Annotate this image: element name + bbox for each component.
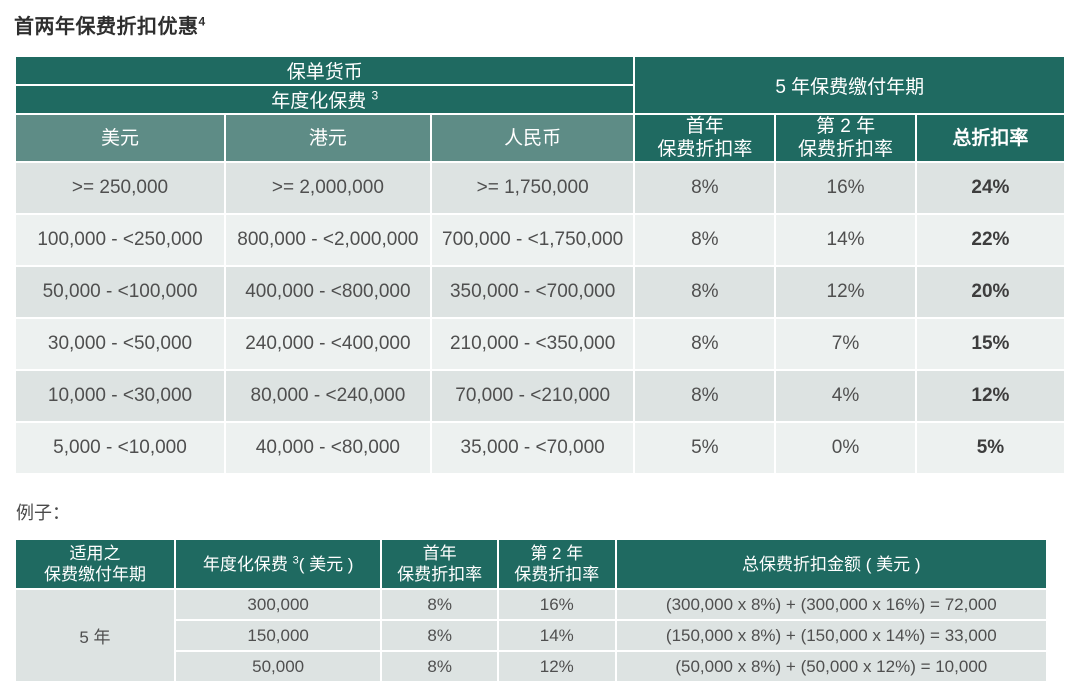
cell-rmb-range: 700,000 - <1,750,000: [429, 213, 636, 268]
table-row: >= 250,000 >= 2,000,000 >= 1,750,000 8% …: [14, 161, 1067, 216]
cell-premium: 300,000: [173, 588, 383, 622]
cell-first-year-rate: 8%: [633, 213, 777, 268]
first-year-line2: 保费折扣率: [657, 139, 753, 161]
cell-hkd-range: >= 2,000,000: [224, 161, 432, 216]
header-cell-annualized-premium: 年度化保费 3: [13, 84, 636, 115]
table-row: 10,000 - <30,000 80,000 - <240,000 70,00…: [14, 369, 1067, 424]
premium-header-footnote-sup: 3: [292, 554, 299, 567]
header-cell-second-year-rate: 第 2 年 保费折扣率: [496, 538, 617, 591]
cell-first-year-rate: 8%: [380, 619, 499, 653]
annualized-premium-footnote-sup: 3: [371, 88, 379, 103]
first-year-line1: 首年: [422, 544, 457, 564]
second-year-line2: 保费折扣率: [798, 139, 894, 161]
header-cell-rmb: 人民币: [429, 112, 636, 164]
cell-second-year-rate: 16%: [774, 161, 917, 216]
cell-hkd-range: 40,000 - <80,000: [224, 421, 432, 476]
cell-rmb-range: 210,000 - <350,000: [429, 317, 636, 372]
header-cell-total-amount: 总保费折扣金额 ( 美元 ): [614, 538, 1049, 591]
cell-premium: 50,000: [173, 650, 383, 683]
term-header-line1: 适用之: [69, 544, 121, 564]
cell-usd-range: 5,000 - <10,000: [14, 421, 226, 476]
cell-total-rate: 20%: [914, 265, 1067, 320]
cell-second-year-rate: 12%: [496, 650, 617, 683]
cell-second-year-rate: 12%: [774, 265, 917, 320]
cell-first-year-rate: 8%: [633, 161, 777, 216]
cell-rmb-range: 35,000 - <70,000: [429, 421, 636, 476]
cell-first-year-rate: 8%: [633, 265, 777, 320]
title-footnote-sup: 4: [198, 14, 206, 29]
premium-discount-table: 保单货币 5 年保费缴付年期 年度化保费 3 美元 港元 人民币 首年 保费折扣…: [13, 55, 1067, 476]
cell-rmb-range: 350,000 - <700,000: [429, 265, 636, 320]
term-header-line2: 保费缴付年期: [43, 565, 146, 585]
cell-usd-range: 30,000 - <50,000: [14, 317, 226, 372]
cell-total-rate: 24%: [914, 161, 1067, 216]
header-cell-annualized-premium: 年度化保费 3( 美元 ): [173, 538, 383, 591]
cell-discount-formula: (150,000 x 8%) + (150,000 x 14%) = 33,00…: [614, 619, 1049, 653]
first-year-line2: 保费折扣率: [397, 565, 483, 585]
table-row: 150,000 8% 14% (150,000 x 8%) + (150,000…: [15, 619, 1049, 653]
cell-hkd-range: 400,000 - <800,000: [224, 265, 432, 320]
cell-rmb-range: >= 1,750,000: [429, 161, 636, 216]
page-title-text: 首两年保费折扣优惠: [14, 16, 199, 38]
cell-second-year-rate: 7%: [774, 317, 917, 372]
annualized-premium-label: 年度化保费: [271, 91, 367, 112]
header-cell-first-year-rate: 首年 保费折扣率: [380, 538, 499, 591]
cell-total-rate: 12%: [914, 369, 1067, 424]
cell-first-year-rate: 8%: [633, 369, 777, 424]
premium-header-suffix: ( 美元 ): [298, 554, 354, 574]
cell-hkd-range: 240,000 - <400,000: [224, 317, 432, 372]
cell-first-year-rate: 8%: [380, 588, 499, 622]
second-year-line1: 第 2 年: [815, 116, 876, 137]
cell-total-rate: 5%: [914, 421, 1067, 476]
second-year-line1: 第 2 年: [530, 544, 584, 564]
header-cell-payment-term: 适用之 保费缴付年期: [14, 538, 176, 591]
header-cell-policy-currency: 保单货币: [13, 55, 636, 86]
second-year-line2: 保费折扣率: [514, 565, 600, 585]
cell-second-year-rate: 16%: [496, 588, 617, 622]
table-row: 50,000 - <100,000 400,000 - <800,000 350…: [14, 265, 1067, 320]
cell-second-year-rate: 14%: [774, 213, 917, 268]
table-row: 5 年 300,000 8% 16% (300,000 x 8%) + (300…: [14, 588, 1049, 683]
cell-usd-range: 50,000 - <100,000: [14, 265, 226, 320]
first-year-line1: 首年: [685, 116, 724, 137]
cell-first-year-rate: 8%: [633, 317, 777, 372]
cell-usd-range: 100,000 - <250,000: [14, 213, 226, 268]
table-row: 50,000 8% 12% (50,000 x 8%) + (50,000 x …: [15, 650, 1049, 683]
example-label: 例子：: [16, 503, 70, 524]
cell-hkd-range: 800,000 - <2,000,000: [224, 213, 432, 268]
header-cell-usd: 美元: [14, 112, 226, 164]
table-row: 5,000 - <10,000 40,000 - <80,000 35,000 …: [14, 421, 1067, 476]
cell-first-year-rate: 5%: [633, 421, 777, 476]
example-table: 适用之 保费缴付年期 年度化保费 3( 美元 ) 首年 保费折扣率 第 2 年 …: [14, 538, 1049, 683]
page-title: 首两年保费折扣优惠4: [14, 10, 1066, 39]
cell-first-year-rate: 8%: [380, 650, 499, 683]
cell-total-rate: 22%: [914, 213, 1067, 268]
header-cell-total-discount: 总折扣率: [914, 112, 1067, 164]
cell-discount-formula: (300,000 x 8%) + (300,000 x 16%) = 72,00…: [614, 588, 1049, 622]
premium-header-label: 年度化保费: [202, 554, 288, 574]
cell-premium: 150,000: [173, 619, 383, 653]
cell-payment-term: 5 年: [14, 588, 176, 683]
cell-second-year-rate: 14%: [496, 619, 617, 653]
cell-second-year-rate: 4%: [774, 369, 917, 424]
table-row: 100,000 - <250,000 800,000 - <2,000,000 …: [14, 213, 1067, 268]
cell-discount-formula: (50,000 x 8%) + (50,000 x 12%) = 10,000: [614, 650, 1049, 683]
cell-usd-range: >= 250,000: [14, 161, 226, 216]
cell-hkd-range: 80,000 - <240,000: [224, 369, 432, 424]
header-cell-payment-term: 5 年保费缴付年期: [633, 55, 1066, 115]
cell-second-year-rate: 0%: [774, 421, 917, 476]
cell-usd-range: 10,000 - <30,000: [14, 369, 226, 424]
header-cell-first-year-rate: 首年 保费折扣率: [633, 112, 777, 164]
cell-total-rate: 15%: [914, 317, 1067, 372]
cell-rmb-range: 70,000 - <210,000: [429, 369, 636, 424]
header-cell-second-year-rate: 第 2 年 保费折扣率: [774, 112, 917, 164]
table-row: 30,000 - <50,000 240,000 - <400,000 210,…: [14, 317, 1067, 372]
header-cell-hkd: 港元: [224, 112, 432, 164]
